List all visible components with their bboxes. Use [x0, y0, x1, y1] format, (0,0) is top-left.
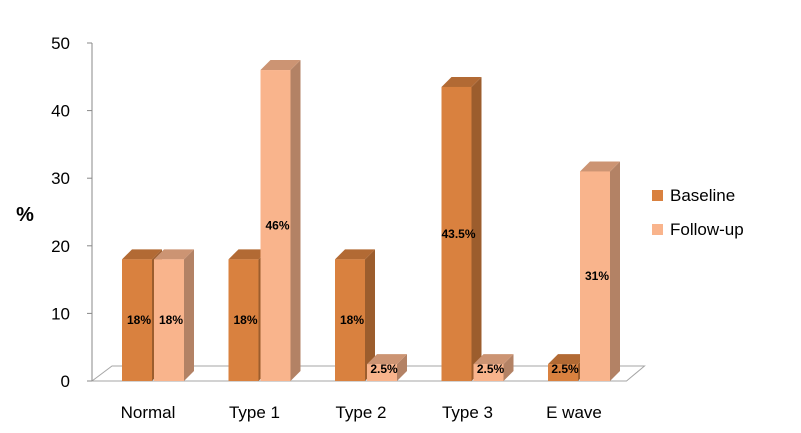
- legend-swatch: [652, 190, 663, 201]
- bar-front: [122, 259, 152, 381]
- bar-top: [154, 249, 194, 260]
- bar-side: [503, 354, 514, 381]
- bar-top: [441, 76, 482, 87]
- data-label: 31%: [585, 269, 609, 283]
- bar-follow-up-normal: 18%: [154, 249, 194, 381]
- bar-front: [548, 364, 578, 381]
- x-tick-labels: Normal Type 1 Type 2 Type 3 E wave: [121, 403, 602, 422]
- bar-follow-up-type-1: 46%: [260, 60, 301, 381]
- data-label: 18%: [127, 313, 151, 327]
- legend: Baseline Follow-up: [652, 186, 744, 239]
- legend-entry: Baseline: [670, 186, 735, 205]
- bar-front: [580, 171, 610, 381]
- y-ticks: 0 10 20 30 40 50: [51, 34, 92, 391]
- bar-baseline-e-wave: 2.5%: [548, 354, 588, 381]
- y-tick-label: 40: [51, 102, 70, 121]
- bar-follow-up-type-3: 2.5%: [473, 354, 514, 381]
- bar-top: [335, 249, 375, 260]
- x-tick-label: Type 2: [335, 403, 386, 422]
- legend-entry: Follow-up: [670, 220, 744, 239]
- y-tick-label: 0: [61, 372, 70, 391]
- bar-top: [473, 354, 514, 365]
- bar-side: [397, 354, 407, 381]
- y-tick-label: 50: [51, 34, 70, 53]
- y-tick-label: 20: [51, 237, 70, 256]
- bar-side: [365, 249, 375, 381]
- bar-side: [471, 76, 482, 381]
- data-label: 2.5%: [551, 362, 579, 376]
- data-label: 18%: [340, 313, 364, 327]
- bar-side: [184, 249, 194, 381]
- bar-front: [473, 364, 504, 381]
- bar-front: [441, 86, 472, 381]
- data-label: 2.5%: [370, 362, 398, 376]
- bars: 18% 18% 18% 46% 18% 2.5% 43.5% 2.5% 2.5% 31%: [122, 60, 620, 381]
- x-tick-label: E wave: [546, 403, 602, 422]
- bar-side: [290, 60, 301, 381]
- bar-top: [260, 60, 301, 71]
- data-label: 2.5%: [477, 362, 505, 376]
- data-label: 18%: [159, 313, 183, 327]
- x-tick-label: Type 1: [229, 403, 280, 422]
- bar-front: [367, 364, 397, 381]
- bar-front: [228, 259, 259, 381]
- bar-top: [548, 354, 588, 365]
- x-tick-label: Normal: [121, 403, 176, 422]
- data-label: 43.5%: [441, 227, 475, 241]
- legend-swatch: [652, 224, 663, 235]
- y-axis-label: %: [16, 204, 34, 226]
- bar-follow-up-type-2: 2.5%: [367, 354, 407, 381]
- y-tick-label: 10: [51, 304, 70, 323]
- bar-top: [367, 354, 407, 365]
- bar-front: [260, 70, 291, 381]
- data-label: 18%: [233, 313, 257, 327]
- bar-top: [580, 161, 620, 172]
- bar-side: [610, 161, 620, 381]
- bar-top: [122, 249, 162, 260]
- bar-front: [154, 259, 184, 381]
- bar-front: [335, 259, 365, 381]
- bar-top: [228, 249, 269, 260]
- data-label: 46%: [265, 219, 289, 233]
- bar-follow-up-e-wave: 31%: [580, 161, 620, 381]
- bar-baseline-type-3: 43.5%: [441, 76, 482, 381]
- y-tick-label: 30: [51, 169, 70, 188]
- x-tick-label: Type 3: [442, 403, 493, 422]
- bar-baseline-type-2: 18%: [335, 249, 375, 381]
